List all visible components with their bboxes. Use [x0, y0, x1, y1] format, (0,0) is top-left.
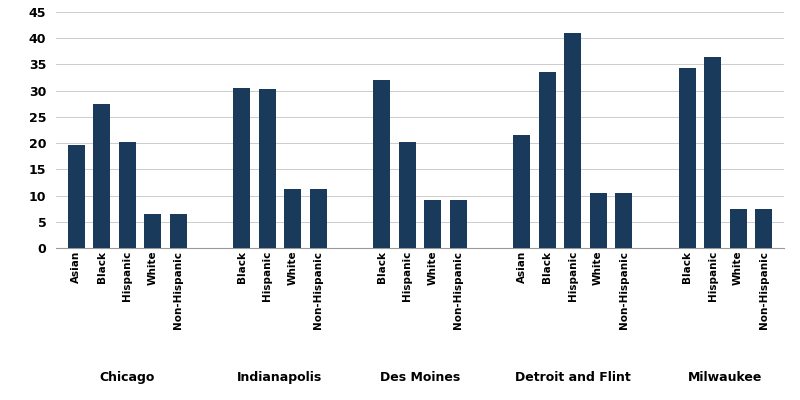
Bar — [564, 33, 582, 248]
Bar — [284, 189, 302, 248]
Bar — [450, 200, 467, 248]
Bar — [170, 214, 187, 248]
Bar — [258, 89, 276, 248]
Text: Chicago: Chicago — [99, 371, 155, 384]
Bar — [424, 200, 442, 248]
Bar — [118, 142, 136, 248]
Bar — [590, 193, 607, 248]
Text: Des Moines: Des Moines — [380, 371, 460, 384]
Bar — [755, 209, 772, 248]
Bar — [233, 88, 250, 248]
Bar — [704, 56, 722, 248]
Bar — [144, 214, 162, 248]
Bar — [68, 145, 85, 248]
Bar — [615, 193, 632, 248]
Bar — [310, 189, 327, 248]
Bar — [513, 135, 530, 248]
Text: Detroit and Flint: Detroit and Flint — [515, 371, 630, 384]
Text: Milwaukee: Milwaukee — [688, 371, 762, 384]
Text: Indianapolis: Indianapolis — [238, 371, 322, 384]
Bar — [678, 68, 696, 248]
Bar — [373, 80, 390, 248]
Bar — [538, 72, 556, 248]
Bar — [93, 104, 110, 248]
Bar — [398, 142, 416, 248]
Bar — [730, 209, 747, 248]
